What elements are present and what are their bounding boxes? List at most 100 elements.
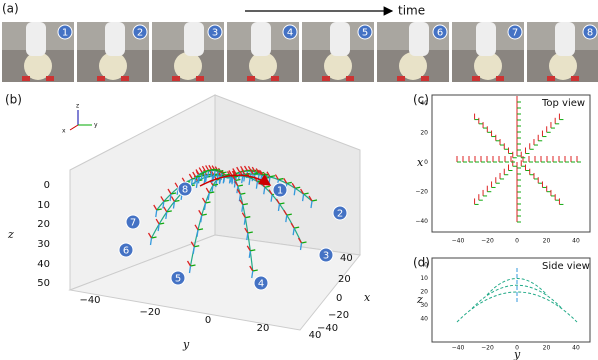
frame-z	[207, 170, 210, 178]
sphere	[399, 52, 427, 80]
tick-label: 20	[420, 289, 428, 296]
frame-y	[278, 177, 284, 181]
tick-label: 0	[424, 262, 428, 269]
frame-y	[205, 169, 211, 172]
frame-x	[167, 188, 172, 195]
sphere	[174, 52, 202, 80]
tick-label: −20	[481, 345, 494, 352]
badge-number: 6	[123, 246, 129, 257]
frame-x	[283, 178, 288, 184]
rotation-arrow	[199, 174, 272, 187]
frame-y	[240, 192, 246, 195]
holder	[322, 76, 330, 81]
sphere	[24, 52, 52, 80]
frame-y	[218, 169, 224, 173]
triad-x	[69, 124, 79, 131]
holder	[196, 76, 204, 81]
tick-label: 40	[420, 316, 428, 323]
frame-z	[149, 237, 153, 246]
holder	[496, 76, 504, 81]
robot	[105, 22, 125, 56]
panel-label: (c)	[413, 93, 429, 107]
number-badge	[57, 24, 73, 40]
frame-y	[151, 236, 157, 239]
tick-label: 0	[205, 315, 211, 326]
badge-number: 5	[362, 28, 368, 39]
frame-z	[207, 192, 210, 201]
sphere	[549, 52, 577, 80]
frame-x	[249, 265, 254, 272]
number-badge	[582, 24, 598, 40]
frame-z	[172, 201, 176, 209]
holder	[247, 76, 255, 81]
frame-z	[162, 201, 165, 209]
number-badge	[177, 181, 193, 197]
number-badge	[432, 24, 448, 40]
plot-frame	[431, 94, 591, 233]
frame-x	[192, 171, 197, 178]
holder	[472, 76, 480, 81]
frame-x	[174, 182, 179, 189]
triad-label: z	[76, 103, 79, 110]
frame-y	[192, 177, 198, 180]
frame-x	[236, 188, 241, 195]
badge-number: 2	[337, 209, 343, 220]
frame-z	[215, 179, 218, 188]
frame-y	[221, 171, 227, 174]
frame-z	[204, 174, 208, 183]
axis-label: y	[182, 338, 190, 351]
frame-x	[201, 165, 206, 172]
tick-label: 0	[44, 180, 50, 191]
pane	[68, 234, 361, 331]
frame-z	[301, 194, 305, 202]
robot	[409, 22, 429, 56]
axis-label: x	[417, 156, 424, 169]
frame-z	[310, 200, 313, 209]
frame-z	[292, 228, 295, 236]
tick-label: 30	[420, 302, 428, 309]
frame-y	[253, 172, 259, 175]
frame-x	[241, 169, 246, 175]
frame-y	[295, 186, 301, 189]
frame-x	[147, 232, 153, 239]
frame-x	[239, 199, 244, 206]
robot	[330, 22, 350, 56]
frame-x	[274, 174, 279, 180]
plot-3d	[68, 94, 361, 331]
badge-number: 7	[512, 28, 518, 39]
frame-y	[279, 202, 285, 205]
axis-label: z	[416, 293, 423, 306]
axis-label: y	[513, 348, 521, 360]
tick-label: −40	[452, 345, 465, 352]
frame-x	[201, 197, 207, 204]
frame-y	[286, 213, 292, 216]
number-badge	[118, 242, 134, 258]
number-badge	[318, 247, 334, 263]
frame-z	[194, 176, 197, 185]
frame-x	[308, 195, 313, 202]
frame-x	[186, 260, 192, 267]
axis-label: z	[7, 228, 14, 241]
frame-x	[205, 187, 210, 194]
tick-label: −20	[328, 310, 349, 321]
robot	[184, 22, 204, 56]
holder	[121, 76, 129, 81]
frame-x	[195, 169, 200, 175]
frame-x	[155, 218, 160, 225]
tick-label: 0	[515, 345, 519, 352]
frame-y	[242, 203, 248, 206]
frame-z	[190, 178, 194, 187]
tick-label: 10	[420, 275, 428, 282]
frame-y	[250, 249, 256, 252]
number-badge	[132, 24, 148, 40]
tick-label: −20	[481, 238, 494, 245]
frame-z	[243, 217, 246, 225]
number-badge	[272, 182, 288, 198]
holder	[571, 76, 579, 81]
frame-y	[214, 169, 221, 172]
frame-x	[153, 204, 158, 211]
number-badge	[170, 270, 186, 286]
frame-z	[200, 215, 203, 223]
holder	[172, 76, 180, 81]
